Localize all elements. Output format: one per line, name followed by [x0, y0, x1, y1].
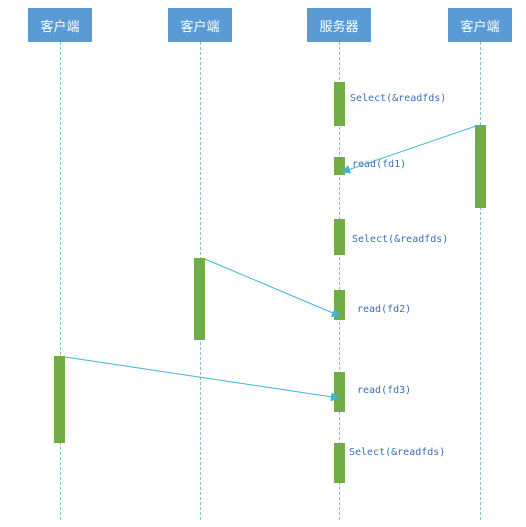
server-activation-read-fd2: [334, 290, 345, 320]
arrow-client-2-to-server: [204, 258, 341, 317]
label-select-3: Select(&readfds): [349, 447, 446, 458]
server-activation-select-1: [334, 82, 345, 126]
client-2-activation: [194, 258, 205, 340]
label-read-fd2: read(fd2): [357, 304, 412, 315]
server-activation-read-fd3: [334, 372, 345, 412]
label-select-2: Select(&readfds): [352, 234, 449, 245]
server-activation-select-2: [334, 219, 345, 255]
server-activation-select-3: [334, 443, 345, 483]
lifeline-client-1: [60, 42, 61, 520]
participant-client-1: 客户端: [28, 8, 92, 42]
label-read-fd1: read(fd1): [352, 159, 407, 170]
label-select-1: Select(&readfds): [350, 93, 447, 104]
client-3-activation: [475, 125, 486, 208]
lifeline-client-3: [480, 42, 481, 520]
server-activation-read-fd1: [334, 157, 345, 175]
client-1-activation: [54, 356, 65, 443]
label-read-fd3: read(fd3): [357, 385, 412, 396]
arrow-client-3-to-server: [341, 125, 477, 174]
participant-client-2: 客户端: [168, 8, 232, 42]
arrow-client-1-to-server: [64, 356, 340, 402]
participant-server: 服务器: [307, 8, 371, 42]
participant-client-3: 客户端: [448, 8, 512, 42]
lifeline-server: [339, 42, 340, 520]
